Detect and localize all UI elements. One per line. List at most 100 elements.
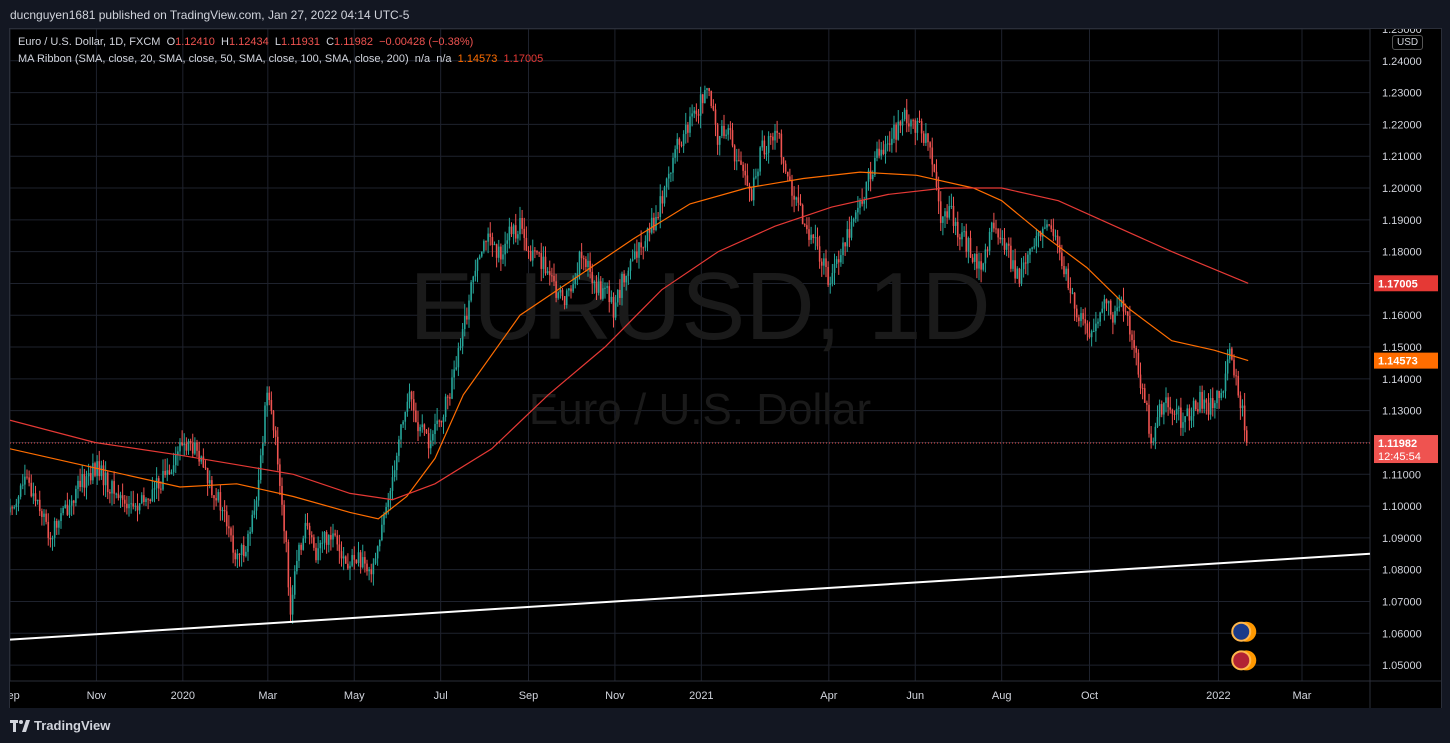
candle-body bbox=[574, 277, 577, 285]
candle-body bbox=[825, 258, 827, 267]
candle-body bbox=[128, 504, 130, 509]
candle-body bbox=[778, 132, 781, 134]
tradingview-logo-icon bbox=[10, 719, 30, 732]
candle-body bbox=[410, 391, 413, 400]
candlestick-chart[interactable]: 1.05000 1.06000 1.07000 1.08000 1.09000 1.100… bbox=[10, 29, 1441, 709]
candle-body bbox=[565, 290, 568, 306]
candle-body bbox=[85, 476, 88, 488]
candle-body bbox=[72, 500, 75, 503]
currency-badge[interactable]: USD bbox=[1392, 35, 1424, 50]
chart-frame[interactable]: 1.05000 1.06000 1.07000 1.08000 1.09000 1.100… bbox=[9, 28, 1442, 710]
candle-body bbox=[786, 171, 789, 177]
candle-body bbox=[1010, 245, 1012, 269]
candle-body bbox=[1063, 265, 1065, 275]
publish-header: ducnguyen1681 published on TradingView.c… bbox=[0, 0, 1450, 28]
candle-body bbox=[28, 477, 30, 483]
candle-body bbox=[542, 256, 545, 269]
candle-body bbox=[636, 251, 638, 258]
candle-body bbox=[1124, 311, 1127, 313]
candle-body bbox=[404, 411, 407, 422]
candle-body bbox=[357, 552, 360, 563]
candle-body bbox=[342, 556, 345, 559]
candle-body bbox=[81, 474, 84, 488]
candle-body bbox=[1046, 224, 1048, 228]
candle-body bbox=[597, 281, 600, 293]
candle-body bbox=[1243, 405, 1246, 431]
candle-body bbox=[281, 485, 283, 505]
candle-body bbox=[327, 535, 330, 545]
candle-body bbox=[500, 246, 502, 260]
candle-body bbox=[208, 480, 211, 484]
candle-body bbox=[561, 289, 564, 297]
candle-body bbox=[672, 157, 674, 173]
x-tick-label: Jul bbox=[434, 690, 448, 702]
candle-body bbox=[372, 563, 375, 575]
candle-body bbox=[697, 114, 700, 116]
candle-body bbox=[1054, 235, 1057, 237]
candle-body bbox=[94, 463, 96, 476]
candle-body bbox=[153, 488, 156, 490]
footer-bar bbox=[0, 708, 1450, 743]
candle-body bbox=[172, 465, 175, 473]
candle-body bbox=[463, 315, 466, 330]
candle-body bbox=[1235, 375, 1237, 377]
candle-body bbox=[58, 521, 60, 528]
candle-body bbox=[1163, 402, 1165, 415]
y-tick-label: 1.23000 bbox=[1382, 88, 1422, 100]
candle-body bbox=[1152, 441, 1155, 444]
candle-body bbox=[563, 296, 566, 306]
y-tick-label: 1.13000 bbox=[1382, 406, 1422, 418]
candle-body bbox=[769, 136, 772, 138]
candle-body bbox=[965, 231, 968, 252]
candle-body bbox=[850, 221, 853, 238]
candle-body bbox=[593, 281, 596, 284]
y-tick-label: 1.11000 bbox=[1382, 469, 1421, 481]
candle-body bbox=[544, 256, 547, 274]
candle-body bbox=[1197, 409, 1199, 412]
candle-body bbox=[1231, 348, 1233, 360]
candle-body bbox=[553, 275, 555, 282]
candle-body bbox=[1218, 390, 1220, 398]
candle-body bbox=[338, 544, 341, 552]
candle-body bbox=[493, 244, 496, 246]
y-tick-label: 1.21000 bbox=[1382, 151, 1422, 163]
candle-body bbox=[1137, 352, 1140, 375]
candle-body bbox=[927, 133, 929, 143]
candle-body bbox=[714, 109, 717, 125]
candle-body bbox=[922, 133, 925, 143]
candle-body bbox=[952, 205, 955, 226]
x-tick-label: Sep bbox=[10, 690, 20, 702]
candle-body bbox=[353, 555, 356, 560]
candle-body bbox=[895, 124, 897, 140]
candle-body bbox=[878, 148, 880, 156]
candle-body bbox=[83, 474, 86, 488]
candle-body bbox=[929, 142, 931, 148]
candle-body bbox=[640, 242, 642, 248]
candle-body bbox=[164, 470, 166, 476]
candle-body bbox=[421, 424, 424, 428]
candle-body bbox=[867, 170, 870, 182]
candle-body bbox=[521, 217, 523, 229]
candle-body bbox=[665, 178, 668, 188]
candle-body bbox=[1180, 407, 1182, 428]
candle-body bbox=[1052, 228, 1055, 236]
candle-body bbox=[10, 507, 11, 513]
candle-body bbox=[34, 493, 37, 502]
candle-body bbox=[279, 464, 281, 486]
y-tick-label: 1.07000 bbox=[1382, 596, 1422, 608]
candle-body bbox=[591, 271, 594, 284]
candle-body bbox=[17, 496, 20, 504]
candle-body bbox=[1039, 232, 1042, 237]
x-tick-label: 2022 bbox=[1206, 690, 1230, 702]
candle-body bbox=[508, 226, 511, 241]
x-tick-label: Mar bbox=[258, 690, 277, 702]
candle-body bbox=[262, 442, 264, 456]
candle-body bbox=[170, 472, 173, 475]
candle-body bbox=[340, 551, 343, 559]
candle-body bbox=[487, 233, 489, 242]
candle-body bbox=[684, 124, 687, 135]
sma-200-line bbox=[10, 187, 1249, 501]
legend-symbol: Euro / U.S. Dollar, 1D, FXCM bbox=[18, 36, 161, 48]
candle-body bbox=[115, 493, 118, 495]
candle-body bbox=[55, 520, 58, 528]
